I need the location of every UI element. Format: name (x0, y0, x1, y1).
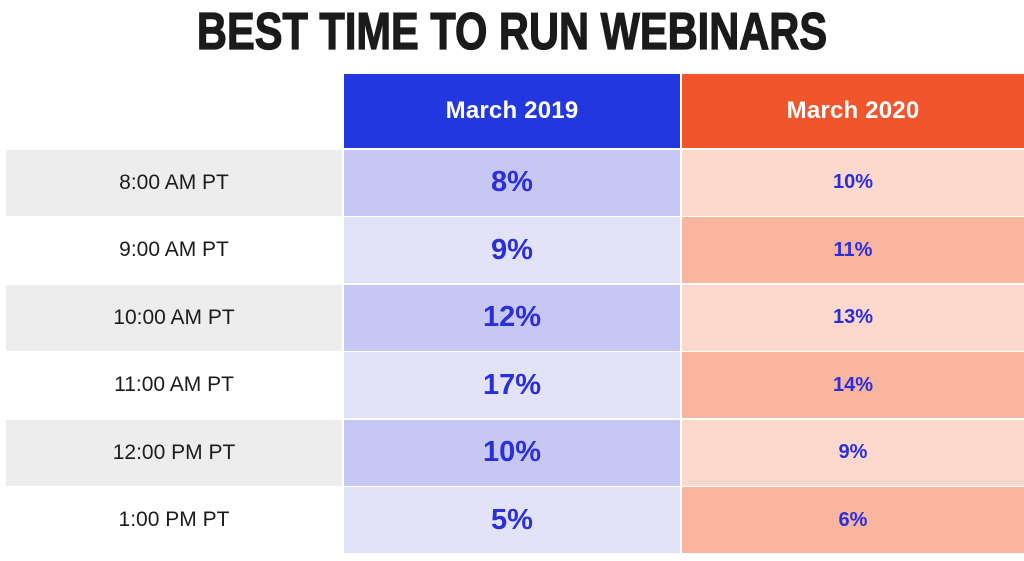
value-march-2019: 17% (344, 352, 680, 418)
value-march-2020: 10% (682, 149, 1024, 216)
value-march-2020: 9% (682, 419, 1024, 486)
row-time-label: 9:00 AM PT (119, 238, 229, 261)
value-march-2019: 8% (344, 149, 680, 216)
row-time-label: 12:00 PM PT (6, 419, 342, 486)
value-march-2020: 6% (682, 487, 1024, 553)
value-march-2019: 9% (344, 217, 680, 283)
column-header-march-2019: March 2019 (344, 74, 680, 148)
row-time-label: 10:00 AM PT (6, 284, 342, 351)
value-march-2020: 13% (682, 284, 1024, 351)
header-spacer (6, 74, 342, 148)
value-march-2019: 12% (344, 284, 680, 351)
value-march-2019: 10% (344, 419, 680, 486)
page-title: BEST TIME TO RUN WEBINARS (196, 2, 828, 61)
webinar-table: March 2019 March 2020 8:00 AM PT 8% 10% 9:0… (6, 74, 1024, 553)
row-time-label: 1:00 PM PT (118, 508, 230, 531)
value-march-2020: 14% (682, 352, 1024, 418)
value-march-2020: 11% (682, 217, 1024, 283)
row-time-label: 8:00 AM PT (6, 149, 342, 216)
row-time-label: 11:00 AM PT (114, 373, 234, 396)
column-header-march-2020: March 2020 (682, 74, 1024, 148)
value-march-2019: 5% (344, 487, 680, 553)
